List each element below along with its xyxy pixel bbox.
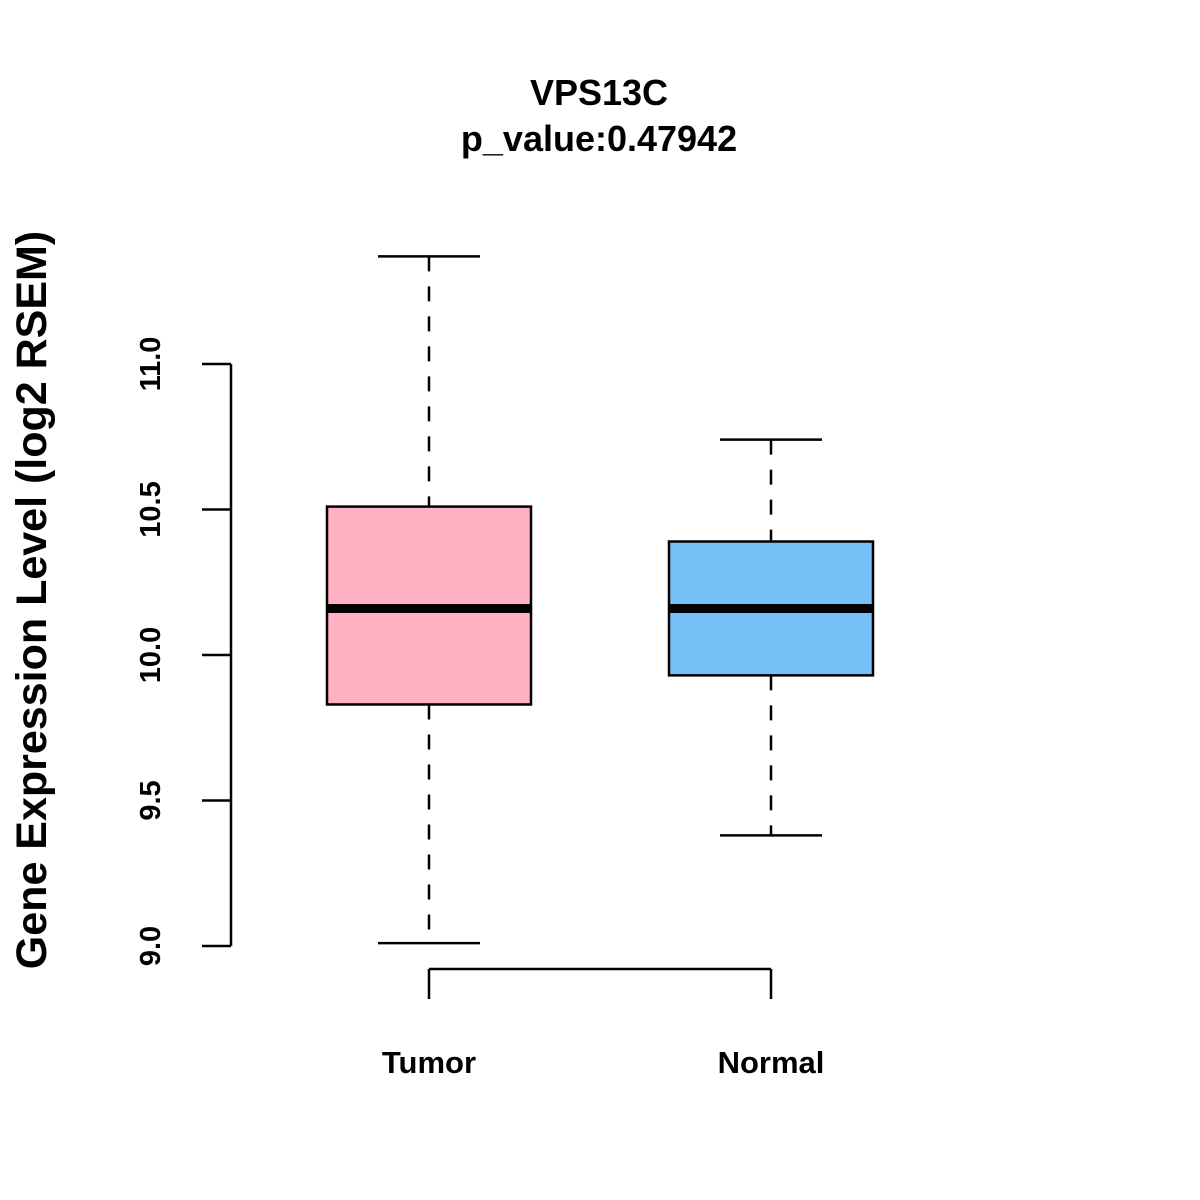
chart-title: VPS13C [530, 72, 668, 113]
y-axis-label: Gene Expression Level (log2 RSEM) [8, 231, 56, 969]
box-normal [667, 438, 875, 837]
x-axis-category-labels: Tumor Normal [382, 1045, 824, 1080]
box-series [325, 255, 875, 945]
y-tick-label: 9.5 [135, 780, 167, 820]
y-tick-label: 10.0 [135, 627, 167, 683]
chart-subtitle: p_value:0.47942 [461, 118, 737, 159]
x-category-label-normal: Normal [718, 1045, 825, 1080]
x-category-label-tumor: Tumor [382, 1045, 476, 1080]
y-tick-label: 9.0 [135, 926, 167, 966]
box-tumor [325, 255, 533, 945]
y-axis: 9.0 9.5 10.0 10.5 11.0 [135, 337, 233, 966]
y-tick-label: 10.5 [135, 481, 167, 537]
y-tick-label: 11.0 [135, 337, 167, 392]
comparison-bracket [427, 967, 773, 999]
